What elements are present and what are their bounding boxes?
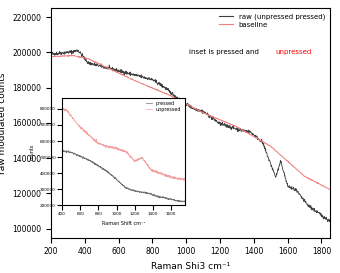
Y-axis label: raw modulated counts: raw modulated counts (0, 72, 6, 174)
Legend: raw (unpressed pressed), baseline: raw (unpressed pressed), baseline (216, 10, 328, 30)
Text: inset is pressed and: inset is pressed and (189, 49, 261, 55)
Text: unpressed: unpressed (275, 49, 312, 55)
X-axis label: Raman Shi3 cm⁻¹: Raman Shi3 cm⁻¹ (151, 262, 230, 271)
